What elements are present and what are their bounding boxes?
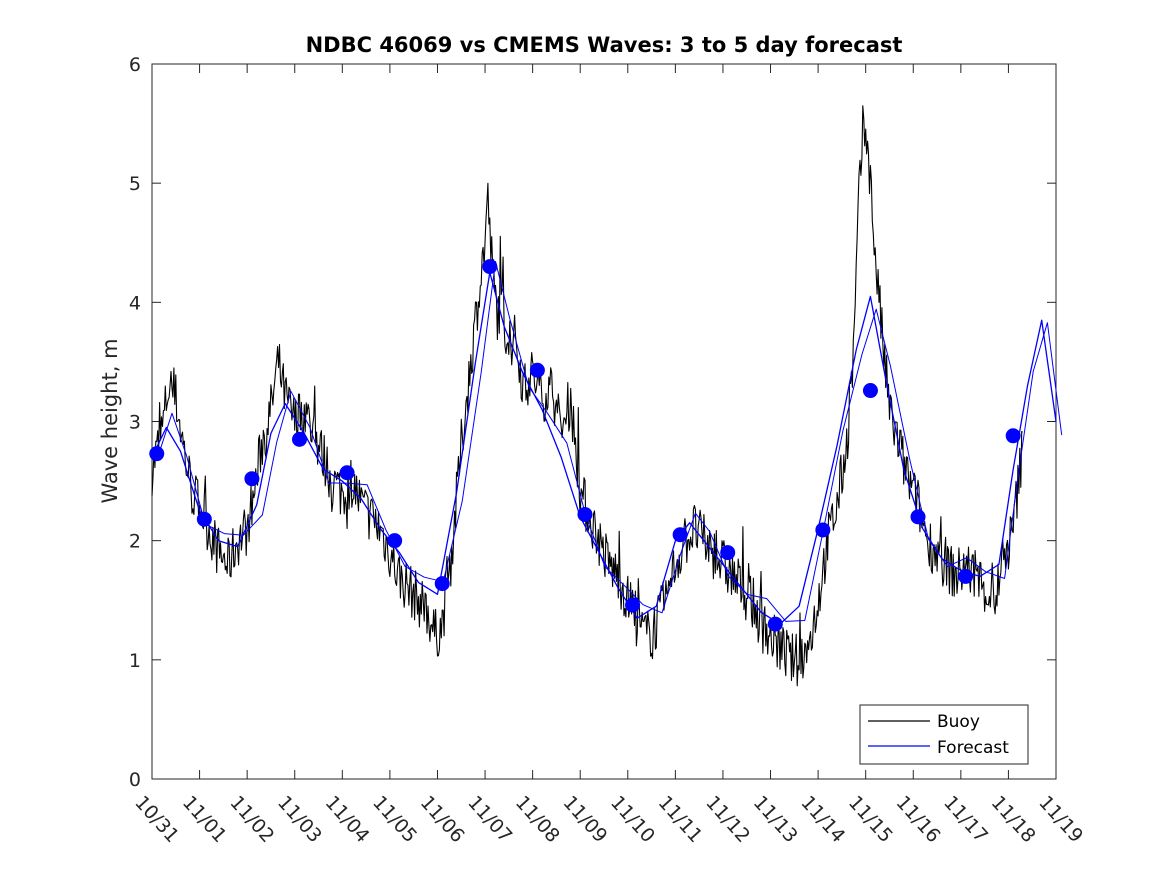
forecast-marker bbox=[720, 545, 736, 561]
legend-box bbox=[859, 704, 1029, 765]
forecast-marker bbox=[862, 383, 878, 399]
y-axis-label: Wave height, m bbox=[98, 338, 122, 503]
y-tick-label: 1 bbox=[129, 650, 141, 672]
forecast-marker bbox=[767, 616, 783, 632]
y-tick-label: 3 bbox=[129, 412, 141, 434]
legend-buoy-label: Buoy bbox=[937, 712, 980, 732]
series-layer bbox=[149, 105, 1063, 687]
legend: Buoy Forecast bbox=[859, 704, 1029, 765]
forecast-marker bbox=[387, 533, 403, 549]
forecast-marker bbox=[815, 522, 831, 538]
forecast-marker bbox=[672, 527, 688, 543]
forecast-marker bbox=[434, 576, 450, 592]
legend-forecast-label: Forecast bbox=[937, 738, 1009, 758]
forecast-marker bbox=[910, 509, 926, 525]
y-axis: 0 1 2 3 4 5 6 bbox=[129, 54, 1056, 791]
forecast-marker bbox=[1005, 428, 1021, 444]
forecast-marker bbox=[196, 511, 212, 527]
forecast-marker bbox=[577, 506, 593, 522]
forecast-marker bbox=[149, 446, 165, 462]
plot-area bbox=[151, 63, 1057, 780]
y-tick-label: 6 bbox=[129, 54, 141, 76]
forecast-marker bbox=[482, 259, 498, 275]
forecast-marker bbox=[625, 597, 641, 613]
forecast-marker bbox=[339, 465, 355, 481]
y-tick-label: 5 bbox=[129, 173, 141, 195]
forecast-marker bbox=[244, 471, 260, 487]
forecast-line-alt bbox=[157, 261, 1063, 622]
y-tick-label: 2 bbox=[129, 531, 141, 553]
y-tick-label: 0 bbox=[129, 769, 141, 791]
forecast-marker bbox=[958, 568, 974, 584]
chart-title: NDBC 46069 vs CMEMS Waves: 3 to 5 day fo… bbox=[306, 33, 903, 57]
forecast-marker bbox=[529, 362, 545, 378]
y-tick-label: 4 bbox=[129, 292, 141, 314]
plot-frame bbox=[151, 63, 1057, 780]
forecast-marker bbox=[291, 431, 307, 447]
